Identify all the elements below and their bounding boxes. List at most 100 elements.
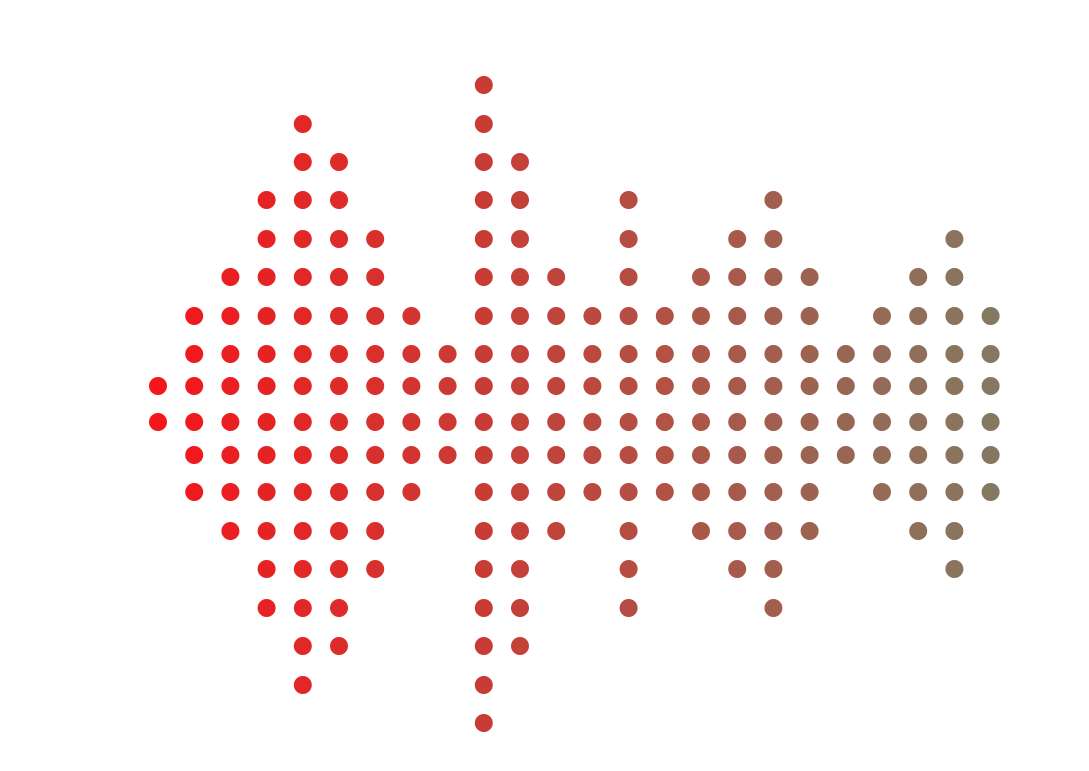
dot-mark [981,345,1000,363]
dot-mark [945,413,964,431]
dot-mark [511,446,529,464]
dot-mark [330,446,348,464]
dot-mark [221,483,240,501]
dot-mark [583,345,602,363]
dot-mark [330,413,348,431]
dot-mark [293,115,312,133]
dot-mark [474,76,493,94]
dot-mark [257,191,276,209]
dot-mark [764,446,783,464]
dot-mark [692,413,710,431]
dot-mark [619,191,638,209]
dot-mark [185,345,204,363]
dot-mark [655,307,674,325]
dot-mark [402,345,421,363]
dot-mark [728,483,747,501]
dot-mark [474,153,493,171]
dot-column-21 [873,307,891,501]
dot-mark [330,522,348,540]
dot-mark [221,377,240,395]
dot-column-19 [800,268,819,540]
dot-mark [330,377,348,395]
dot-mark [402,377,421,395]
dot-mark [511,230,529,248]
dot-column-20 [836,345,855,464]
dot-mark [366,230,385,248]
dot-mark [257,268,276,286]
dot-column-6 [330,153,348,655]
dot-mark [655,413,674,431]
dot-mark [511,522,529,540]
dot-mark [511,483,529,501]
dot-mark [474,115,493,133]
dot-mark [692,307,710,325]
dot-mark [800,413,819,431]
dot-mark [366,377,385,395]
dot-column-7 [366,230,385,578]
dot-mark [257,446,276,464]
dot-mark [909,268,928,286]
dot-mark [800,522,819,540]
dot-mark [366,307,385,325]
dot-mark [547,345,566,363]
dot-mark [873,413,891,431]
dot-mark [511,377,529,395]
dot-mark [293,676,312,694]
dot-mark [366,268,385,286]
dot-mark [474,307,493,325]
dot-mark [945,522,964,540]
dot-mark [692,446,710,464]
dot-column-1 [149,377,167,431]
dot-mark [474,599,493,617]
dot-column-15 [655,307,674,501]
dot-mark [293,446,312,464]
dot-mark [474,446,493,464]
dot-mark [692,377,710,395]
dot-mark [836,413,855,431]
dot-mark [836,446,855,464]
dot-mark [945,345,964,363]
dot-mark [728,268,747,286]
dot-mark [764,191,783,209]
dot-mark [692,522,710,540]
dot-mark [257,230,276,248]
dot-mark [981,483,1000,501]
dot-mark [366,522,385,540]
dot-mark [257,599,276,617]
dot-mark [185,446,204,464]
dot-mark [909,522,928,540]
dot-column-12 [547,268,566,540]
dot-mark [764,345,783,363]
dot-mark [293,599,312,617]
dot-column-18 [764,191,783,617]
dot-mark [873,307,891,325]
dot-mark [655,483,674,501]
dot-mark [221,268,240,286]
dot-mark [547,413,566,431]
dot-column-13 [583,307,602,501]
dot-mark [293,191,312,209]
dot-mark [293,230,312,248]
dot-mark [945,230,964,248]
dot-mark [764,599,783,617]
dot-mark [221,413,240,431]
dot-column-14 [619,191,638,617]
dot-mark [330,599,348,617]
dot-mark [257,377,276,395]
dot-mark [764,377,783,395]
dot-mark [293,268,312,286]
dot-mark [402,307,421,325]
dot-mark [438,413,457,431]
dot-mark [474,522,493,540]
dot-mark [764,483,783,501]
dot-mark [257,560,276,578]
dot-mark [474,268,493,286]
dot-mark [800,377,819,395]
dot-mark [619,377,638,395]
dot-mark [655,345,674,363]
dot-mark [511,307,529,325]
dot-mark [330,560,348,578]
dot-mark [185,307,204,325]
dot-mark [728,307,747,325]
